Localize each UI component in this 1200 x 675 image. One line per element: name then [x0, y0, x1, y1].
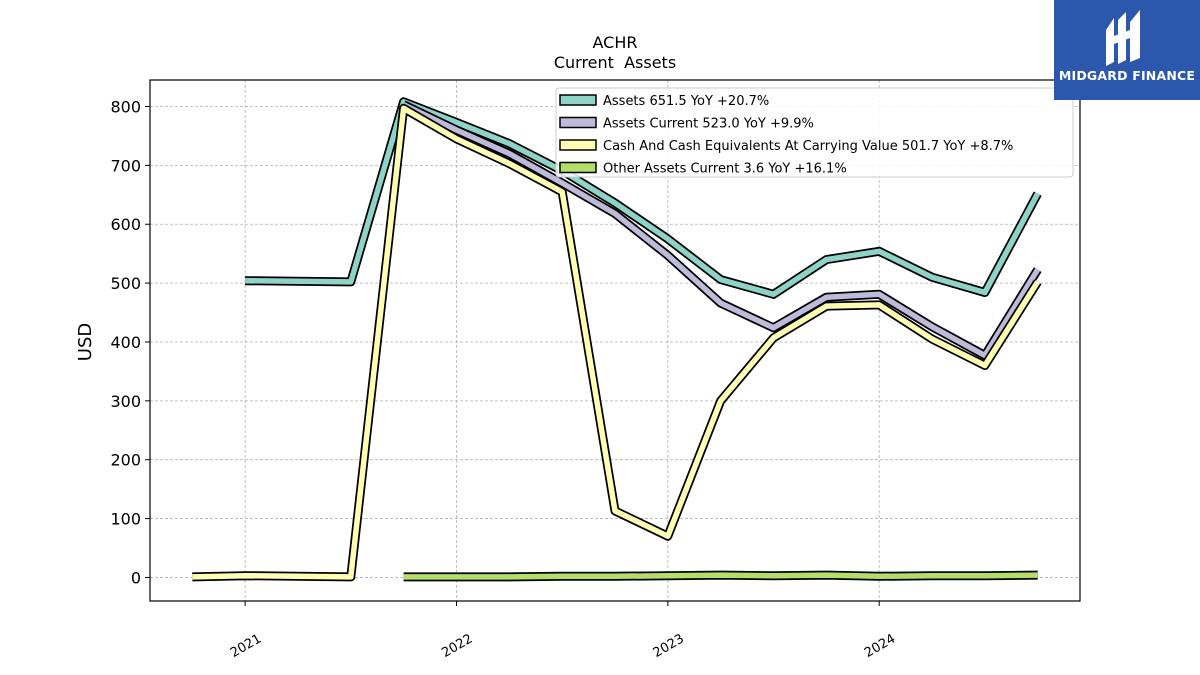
- brand-mark-icon: [1106, 10, 1140, 66]
- series-4: [403, 570, 1038, 582]
- x-axis: 2021 2022 2023 2024: [228, 601, 898, 661]
- legend-label: Assets 651.5 YoY +20.7%: [603, 94, 769, 109]
- legend-swatch: [559, 161, 597, 174]
- y-axis: 0 100 200 300 400 500 600 700 800: [110, 97, 150, 587]
- legend-label: Cash And Cash Equivalents At Carrying Va…: [603, 139, 1013, 154]
- y-tick-label: 600: [110, 215, 141, 234]
- x-tick-label: 2022: [439, 631, 475, 661]
- legend-item: Other Assets Current 3.6 YoY +16.1%: [559, 161, 847, 177]
- y-tick-label: 100: [110, 510, 141, 529]
- legend-swatch: [559, 94, 597, 106]
- y-tick-label: 200: [110, 451, 141, 470]
- series-2: [401, 100, 1042, 360]
- legend-swatch: [559, 116, 597, 129]
- brand-logo: MIDGARD FINANCE: [1054, 0, 1200, 100]
- brand-name: MIDGARD FINANCE: [1058, 68, 1196, 83]
- y-tick-label: 0: [131, 568, 141, 587]
- x-tick-label: 2021: [228, 631, 264, 661]
- chart-subtitle: Current Assets: [554, 53, 676, 72]
- y-tick-label: 800: [110, 97, 141, 116]
- legend-item: Assets 651.5 YoY +20.7%: [559, 94, 769, 109]
- y-tick-label: 700: [110, 156, 141, 175]
- y-tick-label: 400: [110, 333, 141, 352]
- legend-box: [555, 87, 1074, 178]
- y-tick-label: 300: [110, 392, 141, 411]
- chart-title: ACHR: [593, 33, 638, 52]
- x-tick-label: 2023: [651, 631, 687, 661]
- legend-swatch: [559, 139, 597, 151]
- legend-label: Assets Current 523.0 YoY +9.9%: [603, 117, 814, 132]
- legend-item: Assets Current 523.0 YoY +9.9%: [559, 116, 814, 132]
- y-tick-label: 500: [110, 274, 141, 293]
- series-line: [402, 102, 1041, 359]
- series-3: [192, 103, 1042, 582]
- series-line: [403, 572, 1038, 580]
- legend: Assets 651.5 YoY +20.7% Assets Current 52…: [555, 87, 1074, 178]
- x-tick-label: 2024: [862, 631, 898, 661]
- y-axis-label: USD: [75, 323, 96, 361]
- legend-label: Other Assets Current 3.6 YoY +16.1%: [603, 162, 847, 177]
- legend-item: Cash And Cash Equivalents At Carrying Va…: [559, 139, 1013, 154]
- plot-frame: [149, 79, 1081, 602]
- series-group: [192, 97, 1042, 582]
- series-line: [192, 105, 1041, 580]
